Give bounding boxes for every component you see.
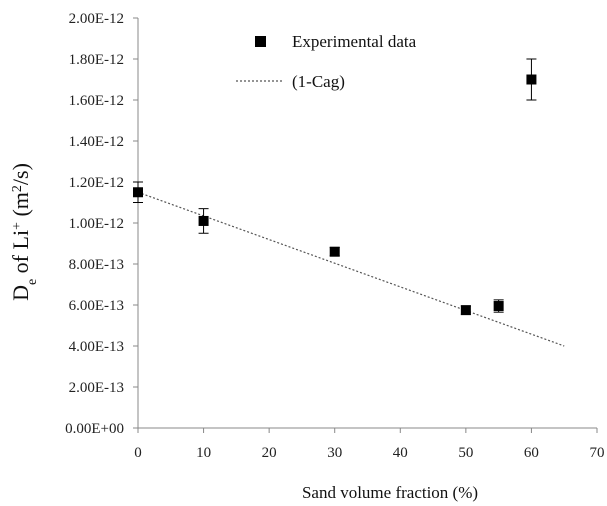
legend-marker-experimental [255,36,266,47]
y-axis-title-unit-open: (m [8,192,33,222]
data-point [133,187,143,198]
x-axis-title: Sand volume fraction (%) [302,483,478,502]
y-tick-label: 1.40E-12 [69,134,124,150]
y-axis-title-unit-sup: 2 [10,185,25,192]
y-axis-title-sup: + [10,222,25,230]
y-tick-label: 1.00E-12 [69,216,124,232]
y-axis-title-mid: of Li [8,230,33,279]
data-point [460,305,471,316]
legend-label-experimental: Experimental data [292,32,417,51]
data-point [526,74,537,85]
data-point [329,246,340,257]
data-point [493,301,504,312]
fit-line-group [137,191,565,347]
axes [133,17,598,433]
y-tick-label: 2.00E-12 [69,11,124,27]
x-tick-label: 20 [262,445,277,461]
x-tick-label: 30 [327,445,342,461]
y-axis-title: De of Li+ (m2/s) [8,163,40,301]
x-tick-label: 0 [134,445,142,461]
y-tick-label: 4.00E-13 [69,339,124,355]
y-tick-label: 1.20E-12 [69,175,124,191]
x-tick-label: 10 [196,445,211,461]
data-points [133,58,537,316]
y-axis-title-base: D [8,285,33,301]
x-tick-label: 50 [458,445,473,461]
y-tick-label: 6.00E-13 [69,298,124,314]
tick-labels: 0 10 20 30 40 50 60 70 0.00E+00 2.00E-13 4.00E-13 6… [65,11,604,461]
x-tick-label: 70 [590,445,605,461]
y-tick-label: 0.00E+00 [65,421,124,437]
y-tick-label: 8.00E-13 [69,257,124,273]
y-tick-label: 1.60E-12 [69,93,124,109]
x-tick-label: 60 [524,445,539,461]
x-tick-label: 40 [393,445,408,461]
legend: Experimental data (1-Cag) [236,32,417,91]
y-axis-title-sub: e [25,279,40,285]
legend-label-fit: (1-Cag) [292,72,345,91]
y-tick-label: 2.00E-13 [69,380,124,396]
y-axis-title-unit-close: /s) [8,163,33,185]
data-point [198,215,209,226]
y-tick-label: 1.80E-12 [69,52,124,68]
fit-line [137,191,565,347]
